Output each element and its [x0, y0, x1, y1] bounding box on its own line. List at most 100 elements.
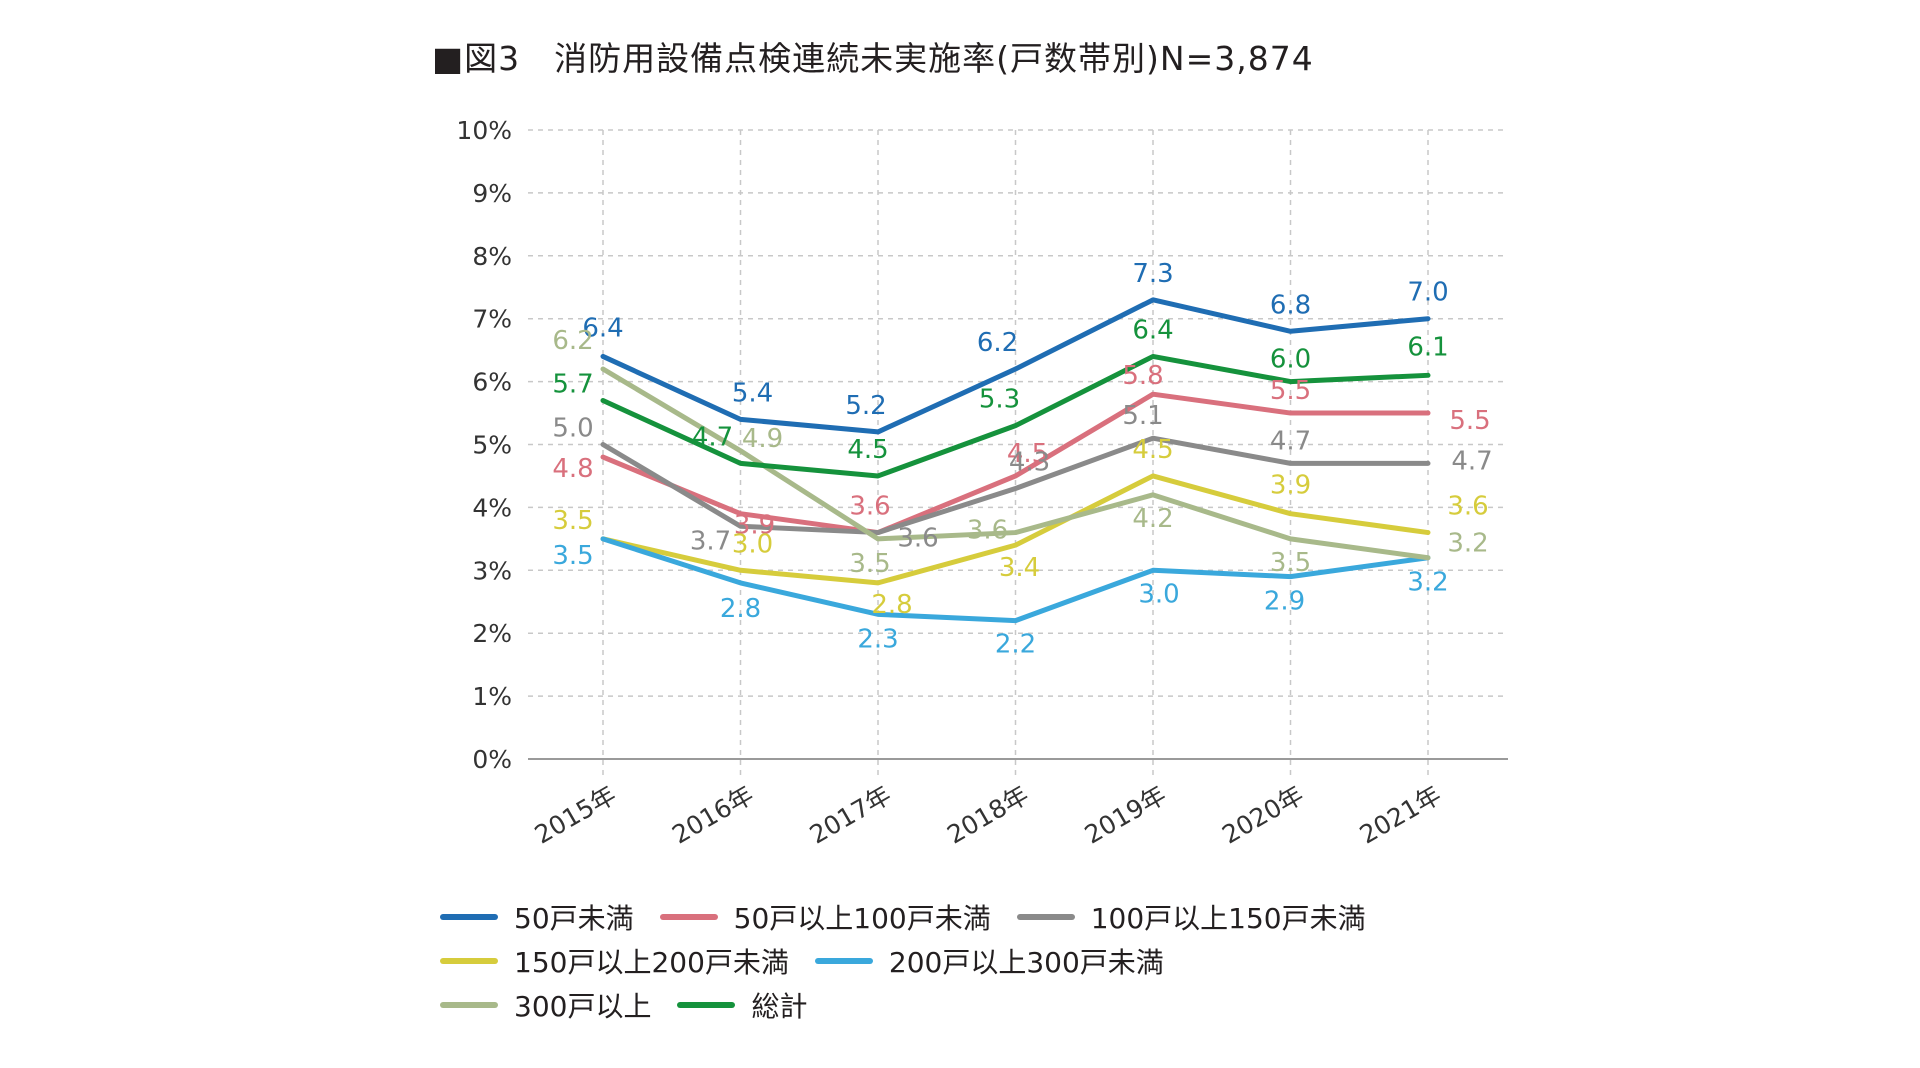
x-tick-label: 2021年	[1355, 780, 1446, 849]
data-label: 3.7	[690, 526, 731, 556]
series-line-3	[600, 435, 1431, 536]
y-tick-label: 7%	[472, 305, 512, 334]
y-tick-label: 9%	[472, 179, 512, 208]
data-label: 4.2	[1132, 504, 1173, 534]
data-label: 5.4	[732, 378, 773, 408]
legend-item: 150戸以上200戸未満	[440, 941, 789, 981]
legend-row: 300戸以上 総計	[440, 983, 1540, 1027]
data-label: 4.5	[847, 435, 888, 465]
data-label: 6.0	[1270, 345, 1311, 375]
legend-row: 50戸未満 50戸以上100戸未満 100戸以上150戸未満	[440, 895, 1540, 939]
data-label: 3.4	[999, 553, 1040, 583]
y-tick-label: 2%	[472, 619, 512, 648]
data-label: 3.5	[552, 506, 593, 536]
legend-label: 50戸以上100戸未満	[733, 902, 991, 935]
data-label: 4.7	[692, 422, 733, 452]
data-label: 6.1	[1407, 332, 1448, 362]
data-label: 3.5	[849, 549, 890, 579]
data-label: 3.6	[1447, 492, 1488, 522]
legend-row: 150戸以上200戸未満 200戸以上300戸未満	[440, 939, 1540, 983]
data-label: 3.0	[1138, 579, 1179, 609]
y-tick-label: 5%	[472, 431, 512, 460]
data-label: 5.5	[1270, 376, 1311, 406]
legend-swatch	[440, 1002, 498, 1008]
data-label: 7.0	[1407, 278, 1448, 308]
legend-item: 300戸以上	[440, 985, 651, 1025]
legend-swatch	[677, 1002, 736, 1008]
data-label: 3.6	[967, 516, 1008, 546]
y-tick-label: 4%	[472, 493, 512, 522]
y-tick-label: 10%	[456, 116, 512, 145]
line-chart: 0% 1% 2% 3% 4% 5% 6% 7% 8% 9% 10% 2015年 2016年 2017年 20…	[456, 116, 1508, 850]
x-tick-label: 2015年	[530, 780, 621, 849]
legend-label: 50戸未満	[514, 902, 634, 935]
data-label: 6.2	[552, 326, 593, 356]
data-label: 4.7	[1270, 426, 1311, 456]
data-label: 6.4	[582, 313, 623, 343]
x-tick-label: 2017年	[805, 780, 896, 849]
data-label: 5.7	[552, 369, 593, 399]
chart-title: ■図3 消防用設備点検連続未実施率(戸数帯別)N=3,874	[432, 39, 1314, 78]
data-label: 7.3	[1132, 259, 1173, 289]
data-label: 5.3	[979, 385, 1020, 415]
x-tick-label: 2018年	[942, 780, 1033, 849]
data-label: 5.8	[1122, 361, 1163, 391]
y-tick-label: 6%	[472, 368, 512, 397]
data-label: 3.2	[1407, 568, 1448, 598]
data-label: 4.5	[1132, 435, 1173, 465]
series-line-6	[600, 366, 1431, 561]
data-label: 6.8	[1270, 290, 1311, 320]
legend-item: 50戸未満	[440, 897, 634, 937]
legend-swatch	[440, 914, 498, 920]
data-label: 3.5	[552, 541, 593, 571]
legend-swatch	[440, 958, 498, 964]
legend-item: 200戸以上300戸未満	[814, 941, 1164, 981]
data-label: 2.3	[857, 624, 898, 654]
series-line-5	[600, 536, 1431, 624]
data-label: 3.6	[897, 524, 938, 554]
data-label: 3.0	[732, 529, 773, 559]
data-label: 6.2	[977, 328, 1018, 358]
y-tick-label: 3%	[472, 556, 512, 585]
x-tick-label: 2019年	[1080, 780, 1171, 849]
data-label: 2.8	[720, 594, 761, 624]
legend-swatch	[659, 914, 718, 920]
data-label: 3.2	[1447, 529, 1488, 559]
legend-label: 100戸以上150戸未満	[1090, 902, 1366, 935]
data-label: 2.2	[995, 630, 1036, 660]
legend: 50戸未満 50戸以上100戸未満 100戸以上150戸未満 150戸以上200戸未満…	[440, 895, 1540, 1027]
series-line-2	[600, 391, 1431, 536]
legend-swatch	[1016, 914, 1075, 920]
legend-label: 300戸以上	[514, 990, 652, 1023]
data-label: 3.6	[849, 492, 890, 522]
data-label: 5.2	[845, 391, 886, 421]
data-label: 3.5	[1270, 548, 1311, 578]
data-label: 5.0	[552, 414, 593, 444]
data-label: 5.1	[1122, 401, 1163, 431]
data-label: 5.5	[1449, 406, 1490, 436]
legend-item: 100戸以上150戸未満	[1016, 897, 1366, 937]
data-label: 3.9	[1270, 471, 1311, 501]
y-tick-label: 8%	[472, 242, 512, 271]
legend-item: 総計	[677, 985, 807, 1025]
data-label: 4.8	[552, 454, 593, 484]
legend-label: 200戸以上300戸未満	[888, 946, 1164, 979]
series-line-1	[600, 297, 1431, 435]
x-tick-label: 2020年	[1217, 780, 1308, 849]
data-label: 2.9	[1264, 587, 1305, 617]
data-label: 4.9	[742, 424, 783, 454]
y-tick-label: 0%	[472, 745, 512, 774]
data-label: 4.5	[1007, 439, 1048, 469]
series-line-4	[600, 473, 1431, 586]
data-label: 4.3	[1009, 448, 1050, 478]
x-tick-label: 2016年	[667, 780, 758, 849]
legend-label: 総計	[751, 990, 808, 1023]
y-tick-label: 1%	[472, 682, 512, 711]
data-label: 4.7	[1451, 446, 1492, 476]
data-label: 3.9	[734, 511, 775, 541]
data-label: 6.4	[1132, 315, 1173, 345]
legend-swatch	[814, 958, 873, 964]
legend-label: 150戸以上200戸未満	[514, 946, 789, 979]
data-label: 2.8	[871, 590, 912, 620]
legend-item: 50戸以上100戸未満	[659, 897, 991, 937]
